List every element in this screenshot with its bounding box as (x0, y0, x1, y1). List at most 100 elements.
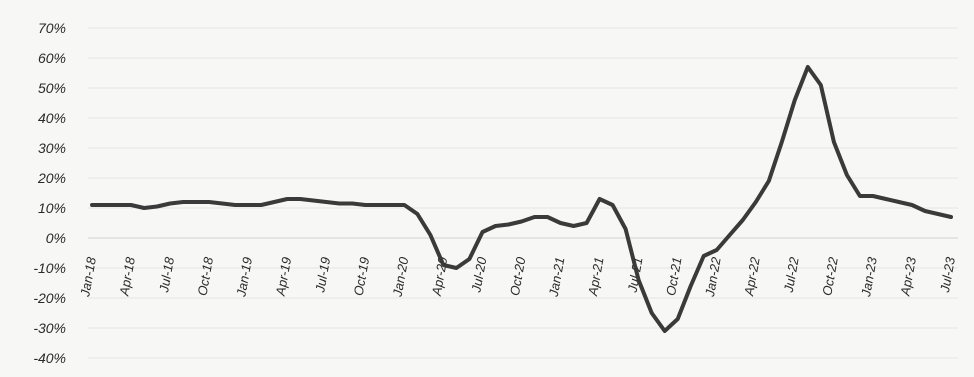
data-point (702, 254, 706, 258)
x-tick-label: Apr-21 (585, 256, 607, 298)
data-point (506, 223, 510, 227)
data-point (220, 202, 224, 206)
data-point (272, 200, 276, 204)
y-tick-label: -30% (33, 320, 66, 336)
data-point (467, 257, 471, 261)
y-tick-label: 60% (38, 50, 66, 66)
data-point (741, 218, 745, 222)
data-point (142, 206, 146, 210)
data-point (259, 203, 263, 207)
y-tick-label: -40% (33, 350, 66, 366)
data-point (845, 173, 849, 177)
data-point (780, 140, 784, 144)
y-tick-label: -20% (33, 290, 66, 306)
x-tick-label: Apr-18 (116, 255, 138, 298)
x-tick-label: Jul-19 (312, 256, 333, 294)
data-point (754, 200, 758, 204)
x-tick-label: Jul-22 (781, 255, 802, 294)
y-tick-label: 20% (37, 170, 66, 186)
data-point (311, 199, 315, 203)
data-point (389, 203, 393, 207)
data-point (832, 140, 836, 144)
data-point (728, 233, 732, 237)
series-line (90, 65, 953, 333)
data-point (949, 215, 953, 219)
data-point (428, 233, 432, 237)
x-tick-label: Jan-21 (546, 256, 568, 299)
data-point (520, 220, 524, 224)
x-tick-label: Oct-20 (507, 255, 529, 297)
data-point (103, 203, 107, 207)
data-point (910, 203, 914, 207)
x-tick-label: Apr-23 (897, 255, 919, 298)
y-tick-label: 0% (46, 230, 66, 246)
data-point (181, 200, 185, 204)
data-point (376, 203, 380, 207)
data-point (415, 212, 419, 216)
x-tick-label: Jan-23 (858, 255, 880, 298)
data-point (337, 202, 341, 206)
x-tick-label: Jul-18 (156, 255, 177, 294)
data-point (402, 203, 406, 207)
y-tick-label: 50% (38, 80, 66, 96)
data-point (806, 65, 810, 69)
data-point (936, 212, 940, 216)
data-point (363, 203, 367, 207)
data-point (767, 179, 771, 183)
x-tick-label: Jan-20 (389, 255, 411, 298)
data-point (116, 203, 120, 207)
data-point (246, 203, 250, 207)
data-point (533, 215, 537, 219)
data-point (793, 98, 797, 102)
y-tick-label: 70% (38, 20, 66, 36)
data-point (155, 205, 159, 209)
data-point (611, 203, 615, 207)
x-tick-label: Oct-22 (819, 255, 841, 297)
data-point (858, 194, 862, 198)
data-point (637, 278, 641, 282)
data-point (546, 215, 550, 219)
data-point (572, 224, 576, 228)
x-tick-label: Oct-19 (351, 256, 373, 297)
x-tick-label: Jul-20 (468, 255, 489, 294)
data-point (923, 209, 927, 213)
y-tick-label: 40% (38, 110, 66, 126)
x-tick-label: Jul-23 (937, 255, 958, 294)
x-tick-label: Apr-20 (429, 255, 451, 298)
y-tick-label: 30% (38, 140, 66, 156)
x-tick-label: Apr-22 (741, 255, 763, 298)
data-point (819, 83, 823, 87)
data-point (194, 200, 198, 204)
y-axis: 70% 60% 50% 40% 30% 20% 10% 0% -10% -20% -30% -40% (33, 20, 66, 366)
data-point (663, 329, 667, 333)
x-tick-label: Jan-19 (233, 256, 255, 299)
data-point (233, 203, 237, 207)
x-tick-label: Apr-19 (272, 256, 294, 298)
data-point (624, 227, 628, 231)
data-point (207, 200, 211, 204)
data-point (480, 230, 484, 234)
x-tick-label: Oct-21 (663, 256, 685, 297)
data-point (441, 263, 445, 267)
data-point (598, 197, 602, 201)
data-point (871, 194, 875, 198)
data-point (298, 197, 302, 201)
data-point (285, 197, 289, 201)
gridlines (88, 27, 958, 359)
data-point (897, 200, 901, 204)
data-point (454, 266, 458, 270)
x-tick-label: Jan-18 (77, 255, 99, 298)
y-tick-label: 10% (38, 200, 66, 216)
data-point (350, 202, 354, 206)
x-tick-label: Jan-22 (702, 255, 724, 298)
data-point (715, 248, 719, 252)
data-point (689, 284, 693, 288)
data-point (559, 221, 563, 225)
data-point (493, 224, 497, 228)
y-tick-label: -10% (33, 260, 66, 276)
data-point (90, 203, 94, 207)
x-tick-label: Oct-18 (195, 255, 217, 297)
data-point (650, 311, 654, 315)
